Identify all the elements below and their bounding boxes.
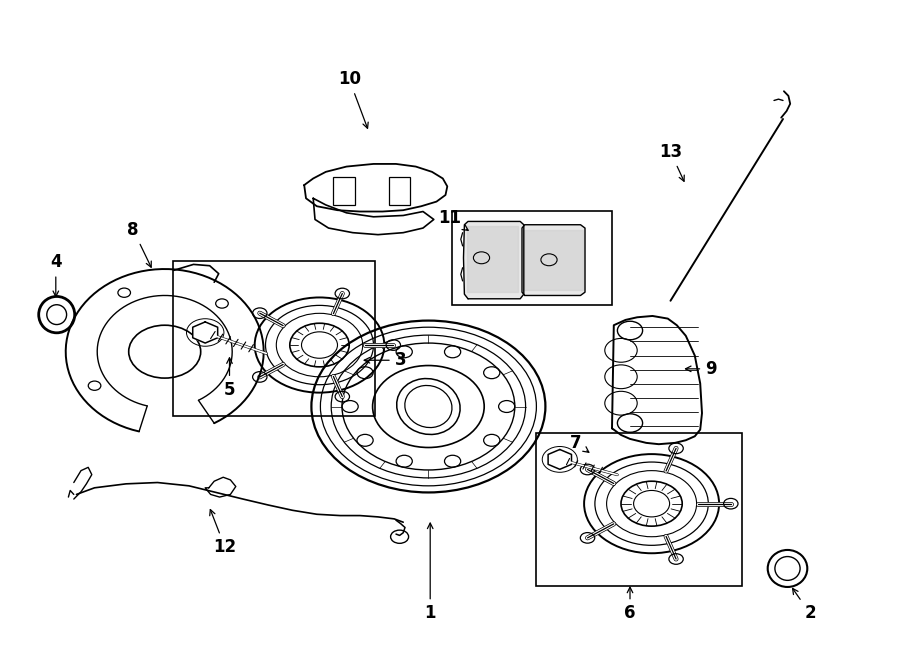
Text: 9: 9: [686, 360, 716, 378]
Polygon shape: [522, 225, 585, 295]
Text: 3: 3: [364, 351, 406, 369]
Text: 7: 7: [571, 434, 589, 452]
Text: 5: 5: [224, 358, 235, 399]
Bar: [333, 177, 355, 205]
Text: 2: 2: [793, 588, 815, 623]
Bar: [452, 211, 612, 305]
Text: 13: 13: [659, 143, 684, 181]
Text: 11: 11: [438, 209, 468, 230]
Polygon shape: [548, 449, 572, 469]
Polygon shape: [612, 316, 702, 444]
Text: 8: 8: [128, 221, 151, 267]
Polygon shape: [467, 226, 518, 292]
Polygon shape: [524, 230, 583, 290]
Text: 10: 10: [338, 70, 368, 128]
Bar: [389, 177, 410, 205]
Text: 12: 12: [210, 510, 237, 557]
Polygon shape: [464, 221, 524, 299]
Text: 4: 4: [50, 253, 61, 297]
Polygon shape: [304, 164, 447, 212]
Text: 1: 1: [425, 523, 436, 623]
Polygon shape: [193, 322, 218, 343]
Bar: [173, 261, 375, 416]
Polygon shape: [313, 198, 434, 235]
Text: 6: 6: [625, 587, 635, 623]
Bar: [536, 433, 742, 586]
